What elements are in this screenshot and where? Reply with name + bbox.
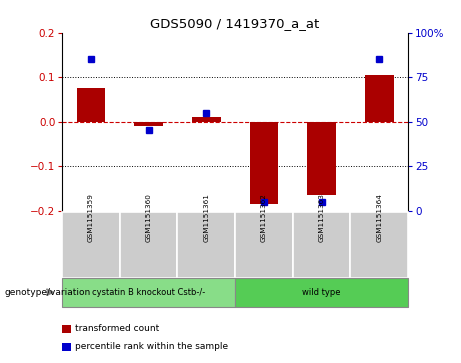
Text: GSM1151359: GSM1151359 xyxy=(88,193,94,242)
Text: percentile rank within the sample: percentile rank within the sample xyxy=(75,342,228,351)
Text: GSM1151363: GSM1151363 xyxy=(319,193,325,242)
Bar xyxy=(249,122,278,204)
Text: wild type: wild type xyxy=(302,288,341,297)
Bar xyxy=(307,122,336,195)
Bar xyxy=(365,75,394,122)
Text: GSM1151362: GSM1151362 xyxy=(261,193,267,242)
Text: GSM1151360: GSM1151360 xyxy=(146,193,152,242)
Bar xyxy=(77,88,106,122)
Text: GSM1151361: GSM1151361 xyxy=(203,193,209,242)
Bar xyxy=(192,117,221,122)
Text: cystatin B knockout Cstb-/-: cystatin B knockout Cstb-/- xyxy=(92,288,205,297)
Title: GDS5090 / 1419370_a_at: GDS5090 / 1419370_a_at xyxy=(150,17,320,30)
Text: GSM1151364: GSM1151364 xyxy=(376,193,382,242)
Bar xyxy=(134,122,163,126)
Text: transformed count: transformed count xyxy=(75,324,160,333)
Text: genotype/variation: genotype/variation xyxy=(5,288,91,297)
